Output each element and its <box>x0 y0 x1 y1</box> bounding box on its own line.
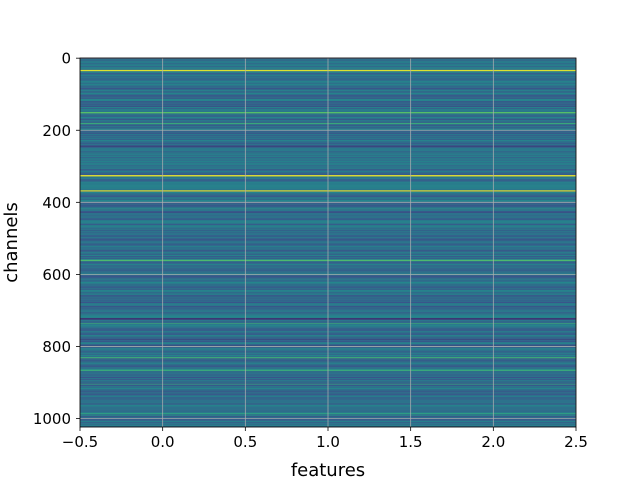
y-axis: 0 200 400 600 800 1000 <box>33 50 80 428</box>
y-tick-label: 200 <box>42 122 71 140</box>
x-axis: −0.5 0.0 0.5 1.0 1.5 2.0 2.5 <box>62 427 588 451</box>
x-tick-label: 1.5 <box>399 433 423 451</box>
x-tick-label: 0.5 <box>233 433 257 451</box>
x-axis-label: features <box>291 460 365 480</box>
y-axis-label: channels <box>1 202 22 283</box>
plot-area <box>79 57 577 428</box>
y-tick-label: 0 <box>61 50 71 68</box>
x-tick-label: 1.0 <box>316 433 340 451</box>
y-tick-label: 600 <box>42 266 71 284</box>
x-tick-label: −0.5 <box>62 433 98 451</box>
x-tick-label: 0.0 <box>151 433 175 451</box>
x-tick-label: 2.0 <box>481 433 505 451</box>
y-tick-label: 400 <box>42 194 71 212</box>
y-tick-label: 1000 <box>33 410 71 428</box>
y-tick-label: 800 <box>42 338 71 356</box>
x-tick-label: 2.5 <box>564 433 588 451</box>
